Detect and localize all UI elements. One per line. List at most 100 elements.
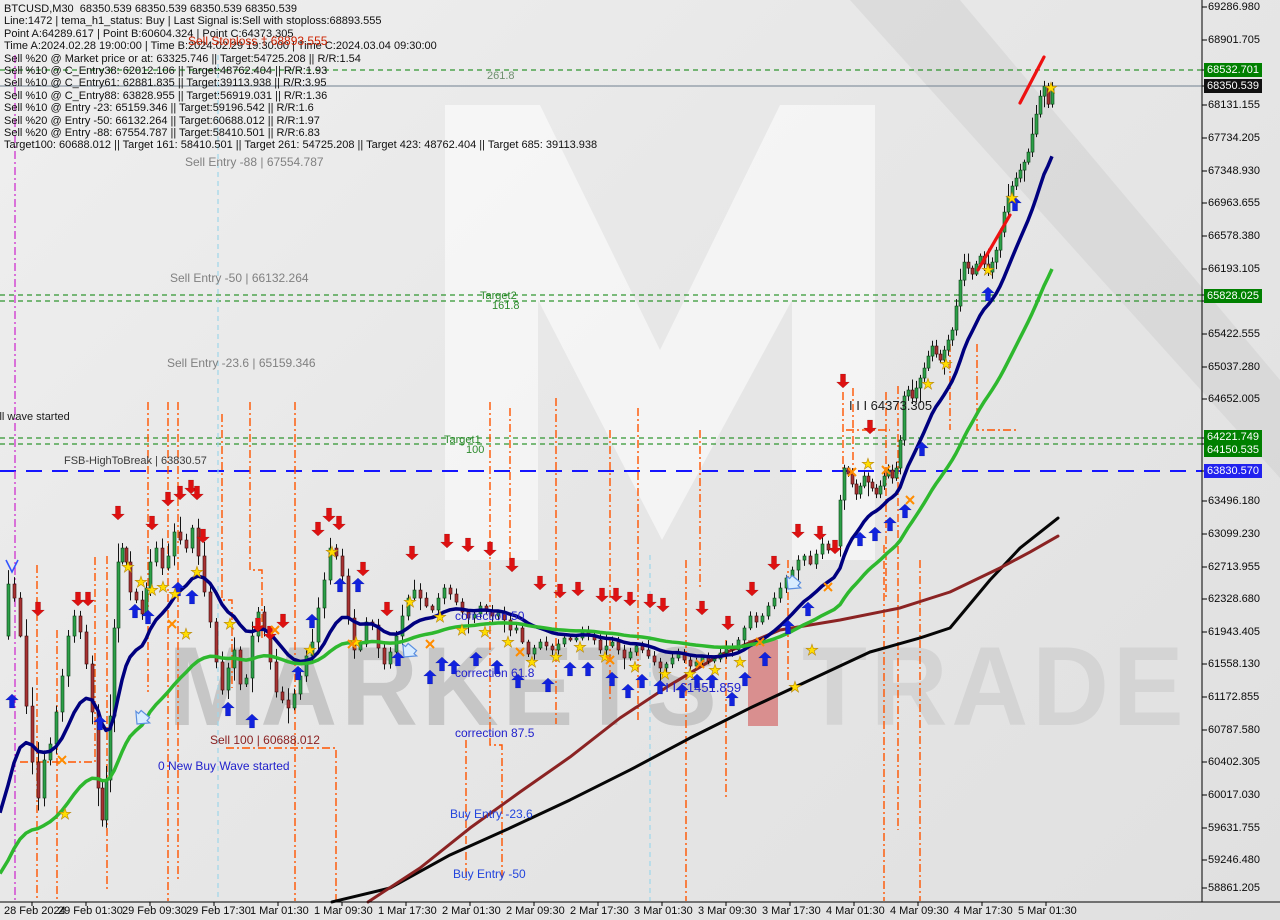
sell-signal-arrow-icon xyxy=(694,600,710,616)
candle-up xyxy=(72,615,77,637)
star-marker-icon: ★ xyxy=(134,574,147,591)
x-axis-label: 4 Mar 01:30 xyxy=(826,905,885,917)
chart-annotation: Sell Entry -23.6 | 65159.346 xyxy=(167,356,316,370)
candle-up xyxy=(556,643,561,651)
candle-down xyxy=(238,649,243,685)
stop-step-line xyxy=(976,344,1018,431)
chart-annotation: 100 xyxy=(466,444,485,456)
star-marker-icon: ★ xyxy=(598,649,611,666)
x-axis-label: 1 Mar 17:30 xyxy=(378,905,437,917)
candle-up xyxy=(1030,133,1035,153)
candle-up xyxy=(610,641,615,647)
candle-down xyxy=(520,627,525,643)
buy-signal-arrow-icon xyxy=(290,665,306,681)
buy-signal-arrow-icon xyxy=(422,669,438,685)
candle-up xyxy=(838,499,843,547)
x-marker-icon xyxy=(605,655,615,665)
buy-signal-arrow-icon xyxy=(914,441,930,457)
x-marker-icon xyxy=(270,625,280,635)
x-marker-icon xyxy=(167,619,177,629)
buy-signal-arrow-icon xyxy=(757,651,773,667)
candle-down xyxy=(352,617,357,651)
info-line: Time A:2024.02.28 19:00:00 | Time B:2024… xyxy=(4,40,437,53)
sell-signal-arrow-icon xyxy=(195,528,211,544)
buy-signal-arrow-icon xyxy=(800,601,816,617)
candle-up xyxy=(906,389,911,397)
y-axis-label: 60402.305 xyxy=(1208,756,1260,768)
price-badge: 63830.570 xyxy=(1204,464,1262,478)
price-badge: 68532.701 xyxy=(1204,63,1262,77)
candle-up xyxy=(918,377,923,389)
buy-signal-arrow-icon xyxy=(540,677,556,693)
candle-down xyxy=(448,587,453,595)
candle-up xyxy=(858,485,863,495)
star-marker-icon: ★ xyxy=(549,649,562,666)
candle-down xyxy=(526,641,531,655)
star-marker-icon: ★ xyxy=(168,586,181,603)
candle-down xyxy=(890,469,895,479)
candle-up xyxy=(930,345,935,357)
buy-signal-arrow-icon xyxy=(737,671,753,687)
candle-up xyxy=(760,615,765,623)
candle-down xyxy=(622,649,627,659)
candle-up xyxy=(292,693,297,709)
sell-signal-arrow-icon xyxy=(570,581,586,597)
candle-down xyxy=(430,605,435,611)
star-marker-icon: ★ xyxy=(861,456,874,473)
info-line: Sell %10 @ Entry -23: 65159.346 || Targe… xyxy=(4,102,314,115)
y-axis-label: 69286.980 xyxy=(1208,1,1260,13)
candle-down xyxy=(202,555,207,593)
x-axis-label: 3 Mar 17:30 xyxy=(762,905,821,917)
hollow-arrow-icon xyxy=(402,642,419,658)
info-line: Point A:64289.617 | Point B:60604.324 | … xyxy=(4,27,294,40)
candle-up xyxy=(166,555,171,569)
sell-signal-arrow-icon xyxy=(655,597,671,613)
chart-annotation: Sell 100 | 60688.012 xyxy=(210,733,320,747)
candle-up xyxy=(862,475,867,487)
candle-down xyxy=(196,527,201,557)
candle-down xyxy=(124,547,129,563)
candle-up xyxy=(60,675,65,713)
stop-step-line xyxy=(20,556,96,763)
candle-up xyxy=(946,339,951,351)
candle-up xyxy=(1014,177,1019,187)
candle-down xyxy=(966,261,971,269)
candle-down xyxy=(140,599,145,615)
star-marker-icon: ★ xyxy=(981,262,994,279)
price-badge: 64150.535 xyxy=(1204,443,1262,457)
broker-logo-icon xyxy=(445,0,1280,560)
buy-signal-arrow-icon xyxy=(350,577,366,593)
candle-up xyxy=(882,475,887,487)
candle-down xyxy=(382,647,387,665)
candle-down xyxy=(280,691,285,701)
candle-up xyxy=(1010,185,1015,197)
candle-up xyxy=(748,615,753,629)
buy-signal-arrow-icon xyxy=(867,526,883,542)
y-axis-label: 66193.105 xyxy=(1208,263,1260,275)
candle-up xyxy=(388,651,393,665)
candle-up xyxy=(628,651,633,659)
sell-signal-arrow-icon xyxy=(70,591,86,607)
candle-up xyxy=(54,711,59,745)
sell-signal-arrow-icon xyxy=(642,593,658,609)
chart-annotation: Target2 xyxy=(480,290,517,302)
x-axis-label: 29 Feb 09:30 xyxy=(122,905,187,917)
buy-signal-arrow-icon xyxy=(652,679,668,695)
star-marker-icon: ★ xyxy=(156,579,169,596)
y-axis-label: 63496.180 xyxy=(1208,495,1260,507)
candle-up xyxy=(694,661,699,667)
candle-up xyxy=(778,587,783,599)
x-marker-icon xyxy=(881,465,891,475)
x-marker-icon xyxy=(823,582,833,592)
candle-down xyxy=(850,473,855,485)
star-marker-icon: ★ xyxy=(525,654,538,671)
star-marker-icon: ★ xyxy=(190,564,203,581)
candle-down xyxy=(178,531,183,541)
buy-signal-arrow-icon xyxy=(446,659,462,675)
info-line: Target100: 60688.012 || Target 161: 5841… xyxy=(4,139,598,152)
candle-down xyxy=(454,593,459,603)
star-marker-icon: ★ xyxy=(349,634,362,651)
candle-down xyxy=(12,583,17,599)
candle-up xyxy=(442,587,447,599)
